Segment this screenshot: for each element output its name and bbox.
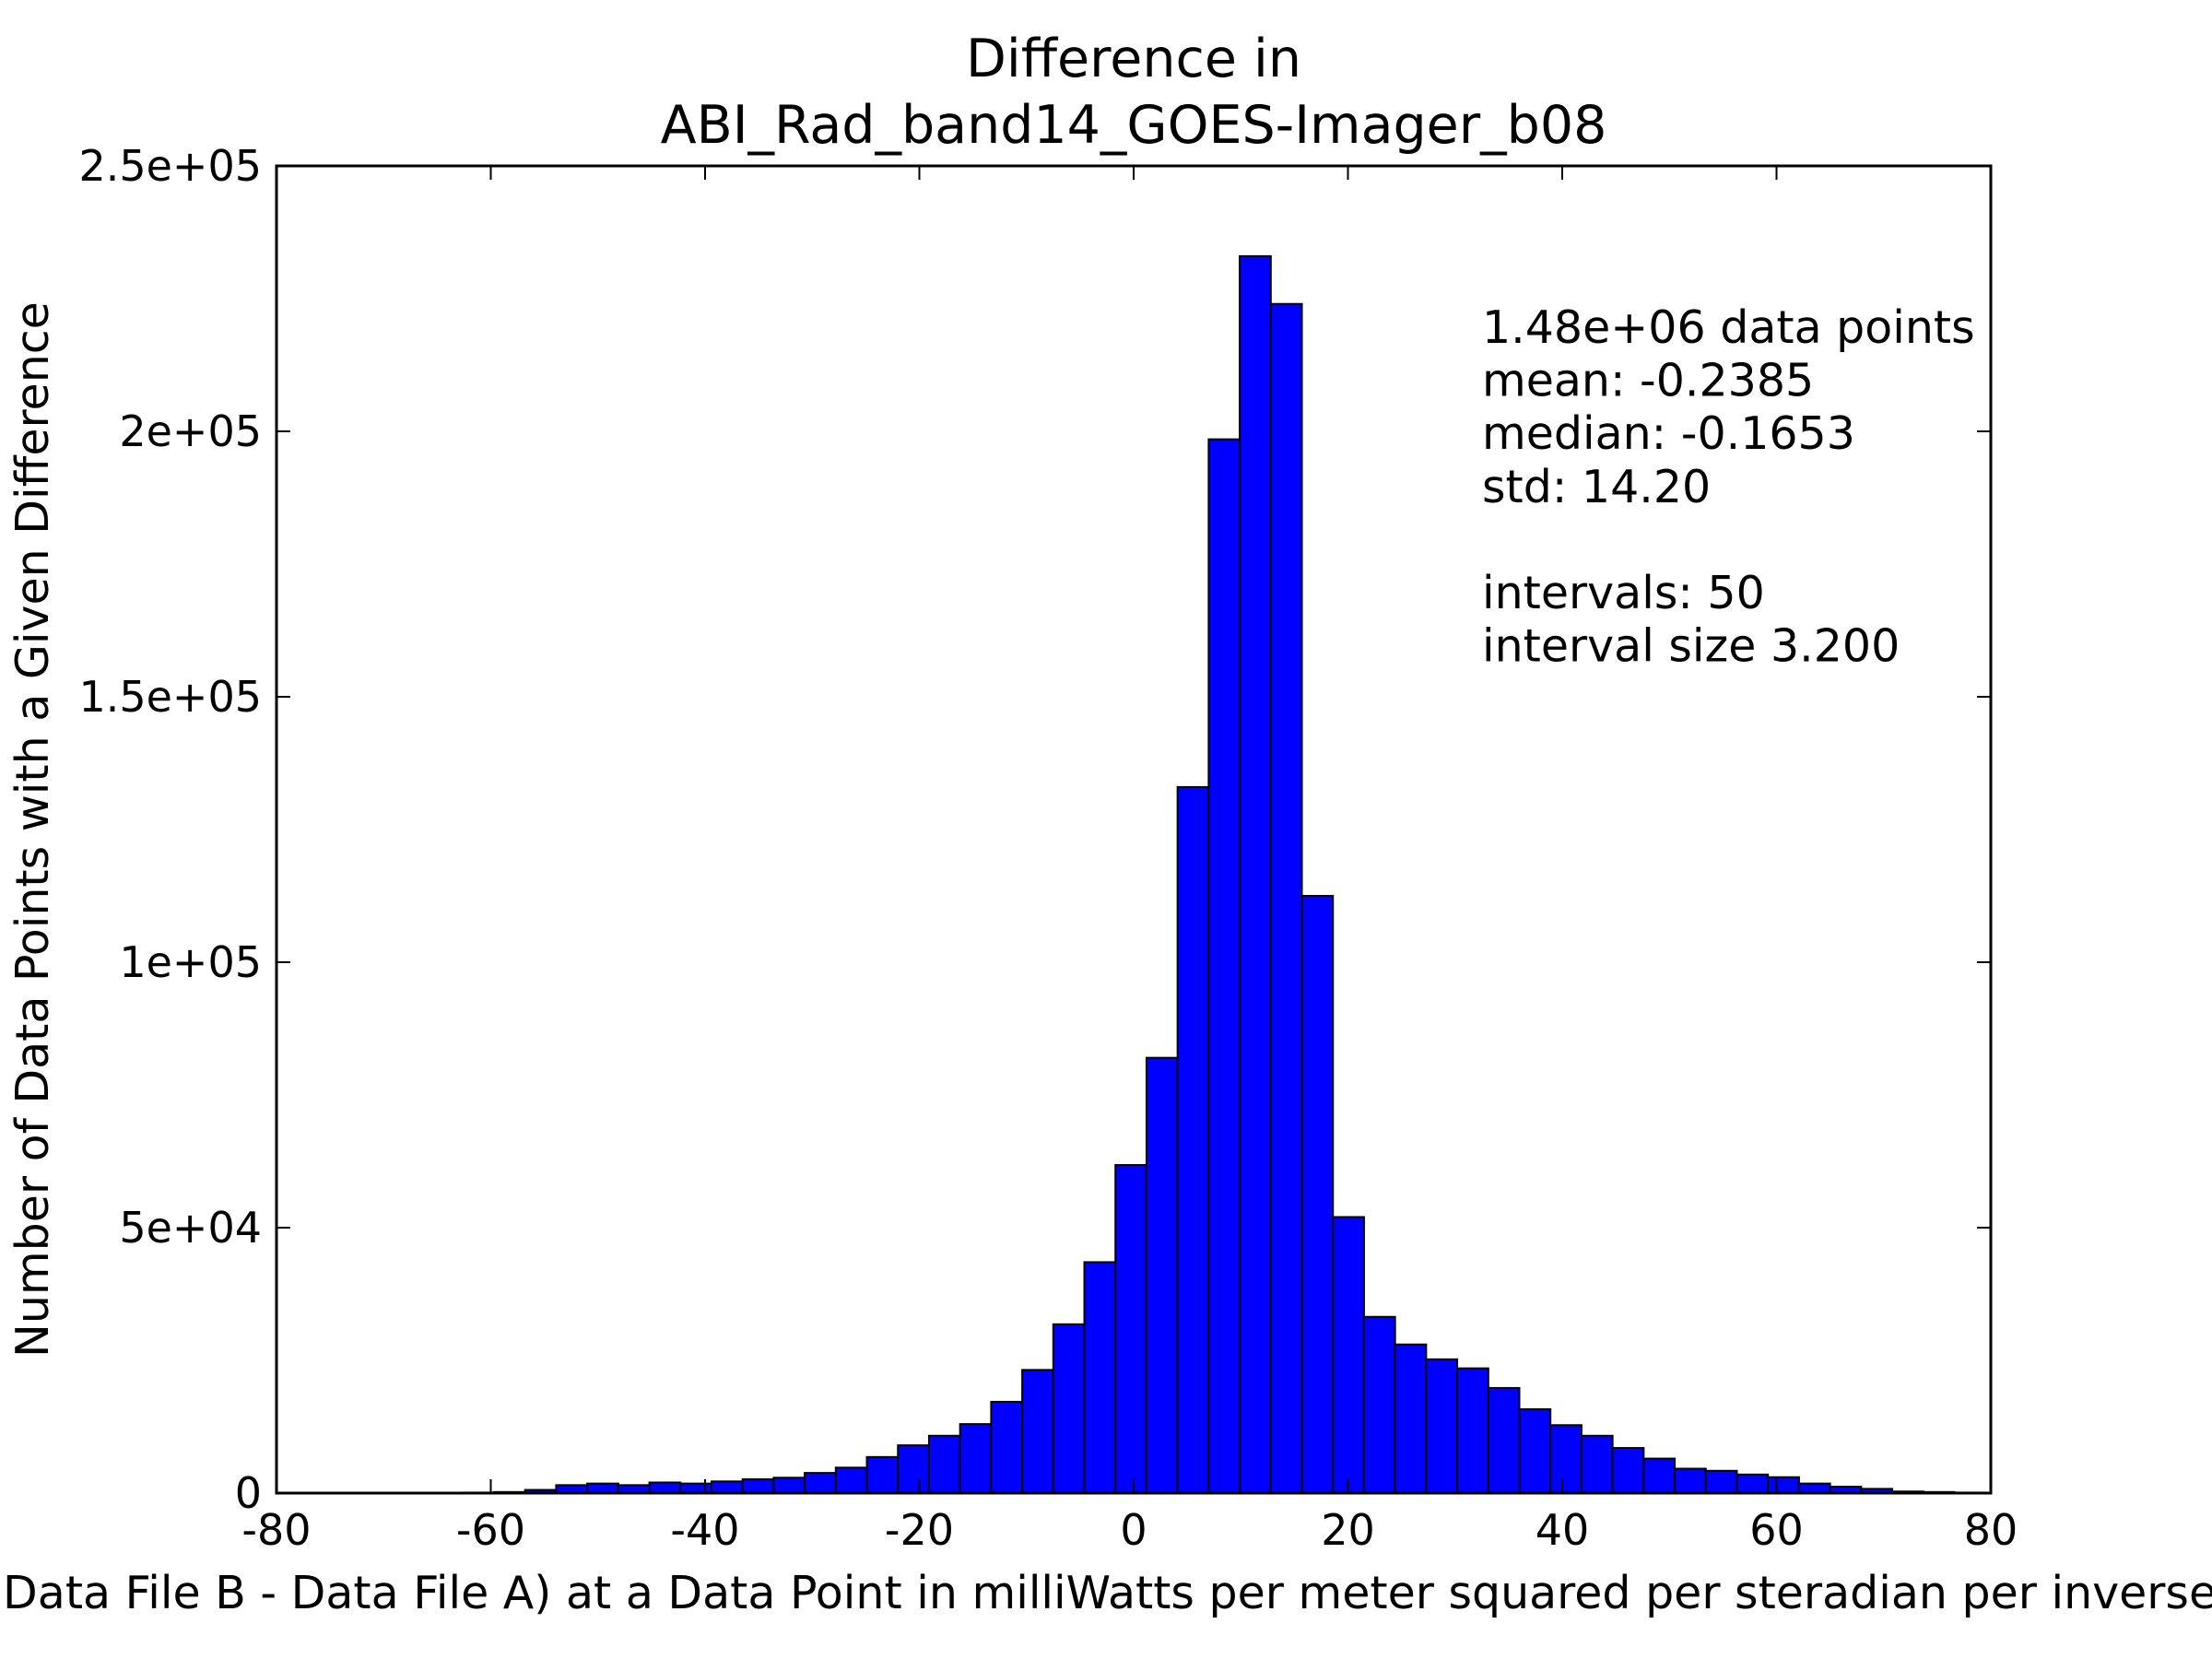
- histogram-bar: [772, 1477, 806, 1495]
- histogram-bar: [1704, 1469, 1738, 1495]
- histogram-bar: [1456, 1367, 1489, 1495]
- x-tick-label: 80: [1964, 1505, 2018, 1555]
- histogram-bar: [1797, 1482, 1831, 1495]
- annotation-line: median: -0.1653: [1482, 407, 1855, 460]
- plot-frame: [275, 164, 1993, 1495]
- histogram-bar: [1362, 1315, 1396, 1495]
- x-tick-label: -80: [241, 1505, 311, 1555]
- annotation-line: 1.48e+06 data points: [1482, 301, 1975, 354]
- y-tick-label: 0: [235, 1468, 262, 1518]
- histogram-bar: [710, 1480, 744, 1494]
- histogram-bar: [1642, 1457, 1677, 1495]
- annotation-line: [1482, 513, 1497, 566]
- chart-title-line2: ABI_Rad_band14_GOES-Imager_b08: [661, 95, 1607, 156]
- histogram-bar: [1425, 1358, 1459, 1494]
- histogram-bars: [462, 254, 1987, 1495]
- y-tick-label: 2e+05: [119, 406, 262, 456]
- x-tick-label: -20: [885, 1505, 954, 1555]
- chart-title-line1: Difference in: [966, 29, 1301, 89]
- y-tick-label: 2.5e+05: [78, 141, 262, 191]
- histogram-bar: [927, 1434, 961, 1495]
- x-tick-label: -60: [456, 1505, 525, 1555]
- histogram-bar: [679, 1482, 712, 1495]
- x-axis-label: Value of (Data File B - Data File A) at …: [0, 1567, 2212, 1619]
- axis-ticks: -80 -60 -40 -20 0 20 40 60 80 0 5e+04 1e+05 1.5e+05 2…: [78, 141, 2018, 1555]
- histogram-bar: [1394, 1343, 1428, 1494]
- histogram-bar: [1767, 1476, 1800, 1494]
- histogram-bar: [1549, 1424, 1583, 1495]
- histogram-bar: [1611, 1447, 1645, 1495]
- histogram-bar: [990, 1400, 1024, 1495]
- y-tick-label: 1e+05: [119, 937, 262, 987]
- annotation-line: std: 14.20: [1482, 461, 1711, 513]
- x-tick-label: 60: [1749, 1505, 1804, 1555]
- histogram-bar: [804, 1472, 837, 1494]
- y-axis-label: Number of Data Points with a Given Diffe…: [6, 301, 59, 1358]
- histogram-bar: [1145, 1056, 1179, 1495]
- histogram-bar: [1300, 895, 1335, 1494]
- histogram-bar: [741, 1478, 775, 1495]
- histogram-bar: [834, 1466, 868, 1494]
- histogram-bar: [897, 1444, 930, 1495]
- histogram-bar: [1114, 1164, 1147, 1495]
- x-tick-label: -40: [670, 1505, 739, 1555]
- y-tick-label: 5e+04: [119, 1203, 262, 1253]
- histogram-bar: [1207, 438, 1241, 1494]
- histogram-bar: [1083, 1261, 1117, 1494]
- histogram-bar: [1269, 302, 1303, 1494]
- histogram-bar: [1674, 1467, 1707, 1494]
- histogram-bar: [1021, 1369, 1054, 1494]
- histogram-bar: [648, 1481, 682, 1494]
- x-tick-label: 20: [1321, 1505, 1375, 1555]
- histogram-bar: [1239, 254, 1272, 1494]
- histogram-bar: [1518, 1407, 1552, 1494]
- histogram-bar: [959, 1423, 993, 1494]
- histogram-bar: [1176, 785, 1210, 1494]
- histogram-bar: [1735, 1473, 1770, 1494]
- histogram-bar: [865, 1455, 900, 1494]
- histogram-bar: [586, 1482, 619, 1495]
- x-tick-label: 40: [1535, 1505, 1590, 1555]
- annotation-line: intervals: 50: [1482, 567, 1765, 619]
- annotation-line: mean: -0.2385: [1482, 355, 1814, 407]
- x-tick-label: 0: [1120, 1505, 1147, 1555]
- statistics-annotation: 1.48e+06 data points mean: -0.2385 median:…: [1482, 301, 1975, 673]
- histogram-bar: [1487, 1386, 1521, 1494]
- histogram-bar: [1052, 1323, 1086, 1494]
- histogram-bar: [1332, 1216, 1365, 1494]
- annotation-line: interval size 3.200: [1482, 620, 1900, 673]
- histogram-bar: [1580, 1434, 1614, 1495]
- y-tick-label: 1.5e+05: [78, 672, 262, 722]
